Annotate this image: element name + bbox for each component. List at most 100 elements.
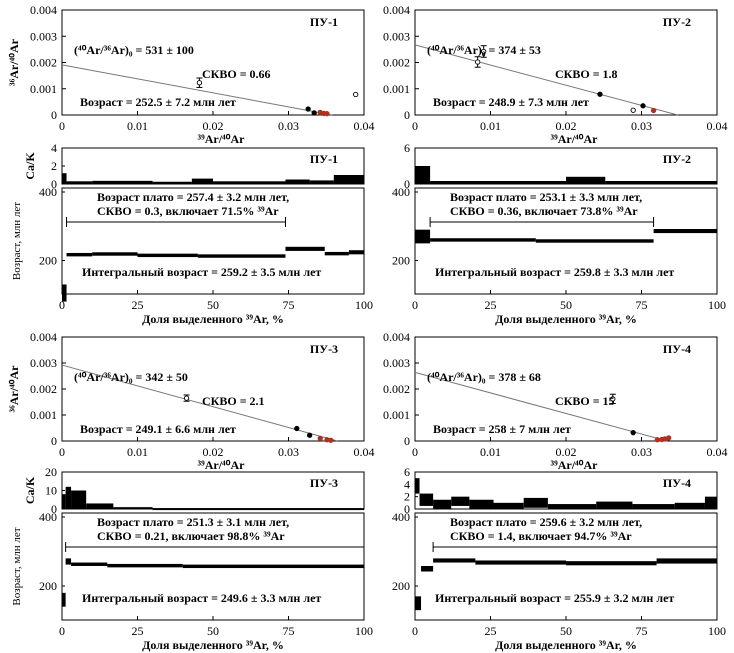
x-axis-label: Доля выделенного ³⁹Ar, % xyxy=(142,312,284,326)
data-point xyxy=(481,48,487,55)
panel-title: ПУ-1 xyxy=(310,15,338,29)
ca-k-step xyxy=(419,493,434,506)
data-point xyxy=(640,103,646,109)
integral-age-text: Интегральный возраст = 255.9 ± 3.2 млн л… xyxy=(435,591,674,605)
x-axis-label: Доля выделенного ³⁹Ar, % xyxy=(142,638,284,652)
ca-k-step xyxy=(152,508,364,511)
x-tick-label: 75 xyxy=(636,298,648,312)
isochron-0: 0 0.01 0.02 0.03 0.04 0 0.001 0.002 0.003 0.004 ³⁹… xyxy=(7,3,375,146)
x-tick-label: 100 xyxy=(708,624,726,638)
y-tick-label: 0.001 xyxy=(30,408,57,422)
ca-k-tick-label: 20 xyxy=(45,465,57,479)
age-axis-label: Возраст, млн лет xyxy=(11,202,23,280)
data-point xyxy=(183,395,190,401)
mswd-annotation: СКВО = 1.8 xyxy=(555,67,618,81)
isochron-1: 0 0.01 0.02 0.03 0.04 0 0.001 0.002 0.003 0.004 ³⁹… xyxy=(383,3,728,146)
age-step xyxy=(415,229,431,244)
y-tick-label: 0.001 xyxy=(30,82,57,96)
y-tick-label: 0 xyxy=(404,108,410,122)
x-axis-label: ³⁹Ar/⁴⁰Ar xyxy=(551,132,599,146)
ca-k-step xyxy=(86,503,114,509)
y-tick-label: 0 xyxy=(51,108,57,122)
age-step xyxy=(137,253,198,258)
x-tick-label: 0.04 xyxy=(707,119,728,133)
y-tick-label: 0.004 xyxy=(383,330,410,344)
ca-k-step xyxy=(469,499,494,509)
y-tick-label: 0.003 xyxy=(30,29,57,43)
spectrum-6: 0 10 20 Ca/K ПУ-3 0 25 50 75 100 200 400 Возраст пла… xyxy=(11,465,373,652)
age-step xyxy=(415,596,422,611)
ca-k-step xyxy=(213,181,286,184)
x-tick-label: 25 xyxy=(132,298,144,312)
isochron-fit-line xyxy=(414,44,678,116)
x-axis-label: Доля выделенного ³⁹Ar, % xyxy=(495,638,637,652)
ca-k-tick-label: 4 xyxy=(404,477,410,491)
x-tick-label: 0.03 xyxy=(278,445,299,459)
ca-k-step xyxy=(71,490,87,509)
x-tick-label: 0.01 xyxy=(480,445,501,459)
data-point xyxy=(306,432,313,438)
y-tick-label: 0 xyxy=(404,434,410,448)
y-tick-label: 0.002 xyxy=(383,56,410,70)
panel-title: ПУ-3 xyxy=(310,342,338,356)
isochron-fit-line xyxy=(61,364,338,442)
x-tick-label: 75 xyxy=(283,624,295,638)
age-step xyxy=(62,284,67,302)
ca-k-step xyxy=(62,173,67,184)
ca-k-tick-label: 6 xyxy=(404,141,410,155)
panel-title: ПУ-3 xyxy=(310,476,338,490)
mswd-annotation: СКВО = 2.1 xyxy=(202,394,265,408)
ca-k-step xyxy=(547,504,597,509)
age-step xyxy=(197,254,286,258)
panel-title: ПУ-4 xyxy=(663,476,691,490)
data-point xyxy=(353,91,359,98)
y-tick-label: 0.001 xyxy=(383,82,410,96)
ca-k-step xyxy=(333,175,364,184)
spectrum-2: 0 2 4 Ca/K ПУ-1 0 25 50 75 100 200 400 Возраст плато… xyxy=(11,141,373,326)
panel-title: ПУ-2 xyxy=(663,15,691,29)
y-tick-label: 0.002 xyxy=(30,56,57,70)
intercept-annotation: (⁴⁰Ar/³⁶Ar)₀ = 378 ± 68 xyxy=(427,370,541,384)
age-step xyxy=(285,246,325,251)
data-point xyxy=(597,91,603,97)
x-tick-label: 0.02 xyxy=(556,119,577,133)
plateau-age-text: Возраст плато = 251.3 ± 3.1 млн лет, xyxy=(97,515,289,529)
age-step xyxy=(348,250,364,255)
y-tick-label: 0.004 xyxy=(383,3,410,17)
spectrum-3: 0 6 ПУ-2 0 25 50 75 100 200 400 Возраст плато = 25… xyxy=(392,141,726,326)
x-tick-label: 0.01 xyxy=(127,119,148,133)
age-step xyxy=(653,228,717,234)
age-step xyxy=(66,252,93,257)
data-point xyxy=(654,437,661,443)
ca-k-tick-label: 6 xyxy=(404,465,410,479)
x-tick-label: 0 xyxy=(412,445,418,459)
y-tick-label: 0.003 xyxy=(383,29,410,43)
x-tick-label: 0.03 xyxy=(631,445,652,459)
x-tick-label: 0.04 xyxy=(354,445,375,459)
ca-k-axis-label: Ca/K xyxy=(23,152,37,180)
x-tick-label: 75 xyxy=(636,624,648,638)
age-step xyxy=(107,563,183,568)
age-step xyxy=(566,561,657,566)
data-point xyxy=(305,106,311,112)
x-tick-label: 50 xyxy=(207,298,219,312)
x-axis-label: Доля выделенного ³⁹Ar, % xyxy=(495,312,637,326)
ca-k-tick-label: 10 xyxy=(45,484,57,498)
age-annotation: Возраст = 258 ± 7 млн лет xyxy=(433,422,571,436)
data-point xyxy=(317,435,323,442)
x-tick-label: 0 xyxy=(412,298,418,312)
plateau-mswd-text: СКВО = 0.3, включает 71.5% ³⁹Ar xyxy=(97,204,279,218)
ca-k-step xyxy=(674,502,705,509)
ca-k-step xyxy=(66,181,93,184)
age-tick-label: 200 xyxy=(392,579,410,593)
x-tick-label: 75 xyxy=(283,298,295,312)
x-tick-label: 0.02 xyxy=(203,119,224,133)
plateau-age-text: Возраст плато = 257.4 ± 3.2 млн лет, xyxy=(97,190,289,204)
x-tick-label: 0.03 xyxy=(278,119,299,133)
age-step xyxy=(421,565,434,572)
x-tick-label: 0 xyxy=(59,445,65,459)
ca-k-step xyxy=(62,494,66,509)
x-tick-label: 0.04 xyxy=(354,119,375,133)
isochron-fit-line xyxy=(414,371,668,442)
